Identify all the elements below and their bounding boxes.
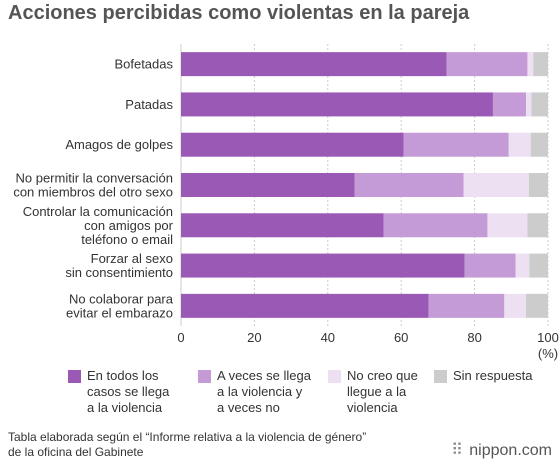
- x-tick-label: 0: [177, 330, 184, 345]
- bar-segment-2: [446, 52, 528, 77]
- bar-segment-1: [181, 92, 493, 117]
- bar-segment-4: [530, 132, 548, 157]
- bar-segment-3: [463, 173, 529, 197]
- legend-label: Sin respuesta: [453, 368, 533, 383]
- bar-segment-2: [428, 293, 505, 318]
- x-tick-label: 20: [247, 330, 261, 345]
- legend-item: A veces se llega a la violencia y a vece…: [198, 368, 311, 416]
- legend-label: No creo que llegue a la violencia: [347, 368, 418, 415]
- bar-segment-1: [181, 52, 447, 77]
- x-tick-label: 60: [394, 330, 408, 345]
- legend: En todos los casos se llega a la violenc…: [68, 368, 558, 422]
- bar-group: [181, 52, 548, 318]
- legend-swatch: [434, 370, 447, 383]
- bar-segment-1: [181, 293, 429, 318]
- bar-segment-1: [181, 253, 465, 278]
- brand-dots-icon: ⠿: [451, 442, 470, 459]
- x-tick-label: 100: [537, 330, 559, 345]
- x-tick-label: 80: [467, 330, 481, 345]
- bar-segment-4: [531, 92, 548, 117]
- bar-segment-2: [354, 173, 464, 197]
- bar-segment-2: [492, 92, 526, 117]
- legend-label: En todos los casos se llega a la violenc…: [87, 368, 170, 415]
- bar-segment-1: [181, 173, 355, 197]
- legend-swatch: [328, 370, 341, 383]
- bar-segment-2: [383, 213, 488, 238]
- bar-segment-3: [525, 92, 532, 117]
- brand-text: nippon.com: [469, 442, 552, 459]
- brand-logo: ⠿ nippon.com: [451, 440, 552, 460]
- category-label: Patadas: [125, 97, 173, 112]
- category-labels: Bofetadas Patadas Amagos de golpes No permi…: [13, 57, 173, 321]
- bar-segment-4: [529, 253, 548, 278]
- legend-item: No creo que llegue a la violencia: [328, 368, 418, 416]
- bar-segment-3: [504, 293, 526, 318]
- bar-segment-2: [403, 132, 509, 157]
- legend-item: En todos los casos se llega a la violenc…: [68, 368, 169, 416]
- category-label: No permitir la conversación con miembros …: [13, 171, 173, 200]
- legend-label: A veces se llega a la violencia y a vece…: [217, 368, 311, 415]
- x-unit-label: (%): [538, 346, 558, 361]
- bar-segment-1: [181, 132, 404, 157]
- legend-swatch: [198, 370, 211, 383]
- bar-segment-3: [487, 213, 528, 238]
- bar-segment-4: [533, 52, 548, 77]
- bar-segment-3: [508, 132, 531, 157]
- category-label: Forzar al sexo sin consentimiento: [65, 251, 173, 280]
- category-label: No colaborar para evitar el embarazo: [66, 291, 174, 320]
- bar-segment-3: [515, 253, 530, 278]
- legend-item: Sin respuesta: [434, 368, 533, 384]
- legend-swatch: [68, 370, 81, 383]
- bar-segment-4: [525, 293, 548, 318]
- category-label: Bofetadas: [114, 57, 173, 72]
- source-note: Tabla elaborada según el “Informe relati…: [8, 430, 367, 459]
- bar-segment-2: [464, 253, 516, 278]
- chart-title: Acciones percibidas como violentas en la…: [8, 2, 470, 24]
- x-axis: 0 20 40 60 80 100(%): [177, 330, 558, 361]
- category-label: Amagos de golpes: [65, 137, 173, 152]
- stacked-bar-chart: Bofetadas Patadas Amagos de golpes No permi…: [13, 44, 559, 361]
- category-label: Controlar la comunicación con amigos por t…: [23, 204, 174, 247]
- bar-segment-1: [181, 213, 384, 238]
- bar-segment-4: [528, 173, 548, 197]
- bar-segment-3: [527, 52, 534, 77]
- x-tick-label: 40: [321, 330, 335, 345]
- bar-segment-4: [527, 213, 548, 238]
